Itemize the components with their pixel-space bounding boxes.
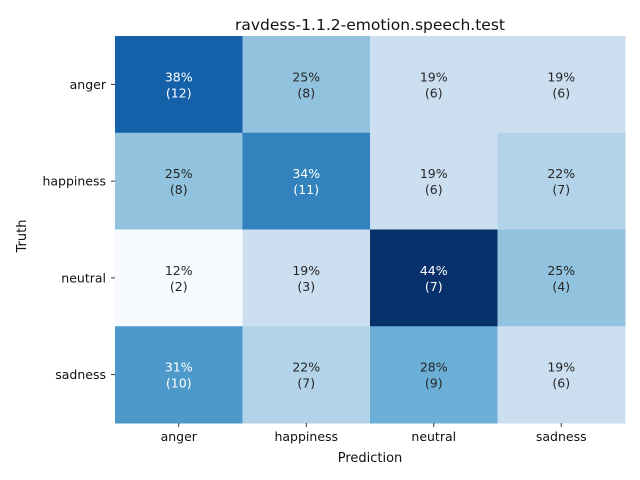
cell-count-label: (6) [425,85,443,100]
x-tick-label: sadness [536,429,587,444]
heatmap-cell [370,132,498,230]
heatmap-cell [497,326,626,424]
cell-count-label: (12) [166,85,192,100]
cell-count-label: (6) [425,182,443,197]
cell-percent-label: 25% [292,69,320,84]
heatmap-cell [370,36,498,134]
heatmap-cell [115,229,243,327]
cell-percent-label: 25% [547,263,575,278]
cell-percent-label: 19% [547,360,575,375]
cell-percent-label: 38% [165,69,193,84]
x-axis-ticks: anger happiness neutral sadness [161,423,587,444]
heatmap-cell [242,132,371,230]
cell-percent-label: 25% [165,166,193,181]
cell-count-label: (9) [425,376,443,391]
cell-count-label: (8) [297,85,315,100]
y-tick-label: neutral [61,270,106,285]
x-tick-label: happiness [274,429,338,444]
heatmap-cell [115,326,243,424]
heatmap-cell [497,132,626,230]
heatmap-cells: 38%(12)25%(8)19%(6)19%(6)25%(8)34%(11)19… [115,36,626,424]
cell-count-label: (7) [297,376,315,391]
cell-count-label: (4) [552,279,570,294]
heatmap-cell [370,326,498,424]
cell-percent-label: 31% [165,360,193,375]
cell-percent-label: 12% [165,263,193,278]
heatmap-cell [497,229,626,327]
x-tick-label: anger [161,429,198,444]
cell-count-label: (11) [293,182,319,197]
heatmap-cell [497,36,626,134]
x-axis-label: Prediction [338,451,403,466]
cell-percent-label: 22% [547,166,575,181]
cell-percent-label: 34% [292,166,320,181]
cell-percent-label: 22% [292,360,320,375]
cell-count-label: (7) [552,182,570,197]
heatmap-cell [242,36,371,134]
y-tick-label: sadness [55,367,106,382]
chart-title: ravdess-1.1.2-emotion.speech.test [235,16,505,34]
x-tick-label: neutral [411,429,456,444]
heatmap-cell [242,326,371,424]
cell-percent-label: 44% [420,263,448,278]
heatmap-cell [115,36,243,134]
cell-percent-label: 19% [420,69,448,84]
cell-count-label: (6) [552,376,570,391]
cell-percent-label: 19% [547,69,575,84]
cell-percent-label: 19% [292,263,320,278]
cell-count-label: (3) [297,279,315,294]
y-axis-label: Truth [15,220,30,254]
cell-count-label: (6) [552,85,570,100]
cell-count-label: (10) [166,376,192,391]
heatmap-cell [115,132,243,230]
heatmap-cell [370,229,498,327]
cell-count-label: (7) [425,279,443,294]
cell-percent-label: 28% [420,360,448,375]
cell-percent-label: 19% [420,166,448,181]
heatmap-cell [242,229,371,327]
y-axis-ticks: anger happiness neutral sadness [42,77,115,382]
y-tick-label: happiness [42,174,106,189]
y-tick-label: anger [70,77,107,92]
cell-count-label: (8) [170,182,188,197]
cell-count-label: (2) [170,279,188,294]
